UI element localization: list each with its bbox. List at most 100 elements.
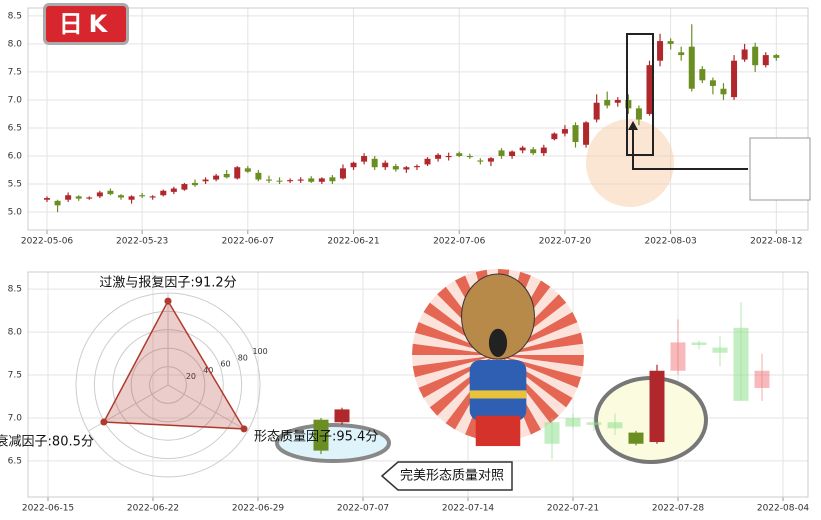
- y-tick-label: 7.5: [8, 67, 22, 77]
- candle-body: [625, 99, 632, 109]
- radar-value-label: 过激与报复因子:91.2分: [99, 276, 236, 291]
- plot-frame: [27, 271, 809, 498]
- radar-point: [164, 297, 172, 305]
- candle-body: [670, 342, 686, 371]
- mascot: [412, 269, 584, 447]
- x-tick-label: 2022-06-07: [222, 237, 274, 247]
- candle-body: [586, 422, 602, 425]
- plot-frame: [27, 7, 809, 231]
- candle-body: [509, 151, 516, 156]
- candle-body: [604, 99, 611, 106]
- y-tick-label: 6.5: [8, 123, 22, 133]
- candle-body: [413, 166, 420, 168]
- y-tick-label: 5.0: [8, 208, 23, 218]
- candle-body: [699, 69, 706, 81]
- radar-axis: [167, 384, 248, 432]
- candle-body: [308, 178, 315, 182]
- radar-tick-label: 100: [252, 347, 267, 356]
- candle-body: [334, 409, 350, 423]
- candle-body: [424, 158, 431, 165]
- candle-body: [75, 196, 82, 199]
- period-button[interactable]: 日K: [43, 3, 129, 45]
- candle-body: [191, 182, 198, 186]
- x-tick-label: 2022-08-03: [644, 237, 696, 247]
- candle-body: [149, 196, 156, 198]
- x-tick-label: 2022-08-12: [750, 237, 802, 247]
- candle-body: [276, 180, 283, 182]
- candle-body: [678, 52, 685, 56]
- radar-value-label: 时序衰减因子:80.5分: [0, 434, 94, 450]
- x-tick-label: 2022-07-20: [539, 237, 592, 247]
- candle-body: [752, 46, 759, 66]
- y-tick-label: 8.0: [8, 328, 23, 338]
- candle-body: [487, 158, 494, 162]
- y-tick-label: 8.0: [8, 39, 23, 49]
- candle-body: [561, 129, 568, 134]
- x-tick-label: 2022-07-14: [442, 504, 495, 514]
- candle-body: [107, 190, 114, 195]
- candle-body: [649, 370, 665, 443]
- candle-body: [551, 133, 558, 140]
- x-tick-label: 2022-07-07: [337, 504, 389, 514]
- candle-body: [329, 177, 336, 182]
- candle-body: [572, 125, 579, 142]
- radar-value-label: 形态质量因子:95.4分: [254, 429, 378, 444]
- candle-body: [265, 179, 272, 181]
- candle-body: [614, 99, 621, 103]
- watermark: [586, 119, 674, 207]
- candle-body: [731, 60, 738, 98]
- candle-body: [339, 168, 346, 179]
- candle-body: [96, 192, 103, 197]
- candle-body: [741, 49, 748, 60]
- candle-body: [223, 173, 230, 178]
- candle-body: [371, 158, 378, 168]
- candle-body: [628, 432, 644, 444]
- mascot-ray: [498, 355, 584, 367]
- candle-body: [65, 195, 72, 200]
- candle-body: [181, 184, 188, 190]
- candle-body: [709, 80, 716, 86]
- candle-body: [691, 342, 707, 345]
- x-tick-label: 2022-07-06: [433, 237, 486, 247]
- y-tick-label: 7.5: [8, 371, 22, 381]
- candle-body: [117, 195, 124, 198]
- connector: [632, 127, 748, 170]
- highlight-ellipse: [275, 423, 391, 463]
- x-tick-label: 2022-07-21: [547, 504, 599, 514]
- mascot-belt: [469, 390, 527, 399]
- candle-body: [657, 41, 664, 61]
- radar-tick-label: 40: [203, 366, 213, 375]
- candle-body: [435, 154, 442, 159]
- candle-body: [754, 370, 770, 388]
- candle-body: [773, 55, 780, 58]
- mascot-mouth: [488, 328, 508, 358]
- x-tick-label: 2022-06-22: [127, 504, 179, 514]
- candle-body: [519, 147, 526, 151]
- y-tick-label: 6.0: [8, 152, 23, 162]
- candle-body: [392, 166, 399, 170]
- candle-body: [54, 200, 61, 206]
- y-tick-label: 8.5: [8, 11, 22, 21]
- y-tick-label: 6.5: [8, 456, 22, 466]
- candle-body: [466, 156, 473, 158]
- candle-body: [667, 41, 674, 44]
- y-tick-label: 7.0: [8, 95, 23, 105]
- highlight-box: [626, 33, 654, 156]
- radar-point: [100, 418, 108, 426]
- candle-body: [544, 422, 560, 444]
- radar-tick-label: 80: [238, 353, 248, 362]
- callout-text: 完美形态质量对照: [400, 469, 504, 484]
- candle-body: [86, 197, 93, 199]
- radar-tick-label: 60: [220, 360, 230, 369]
- thumbnail-frame: [749, 137, 811, 201]
- candle-body: [477, 160, 484, 162]
- candle-body: [445, 156, 452, 158]
- candle-body: [530, 149, 537, 154]
- candle-body: [498, 150, 505, 156]
- candle-body: [128, 196, 135, 200]
- candle-body: [318, 178, 325, 182]
- x-tick-label: 2022-07-28: [652, 504, 705, 514]
- radar-area: [102, 299, 246, 430]
- candle-body: [403, 167, 410, 170]
